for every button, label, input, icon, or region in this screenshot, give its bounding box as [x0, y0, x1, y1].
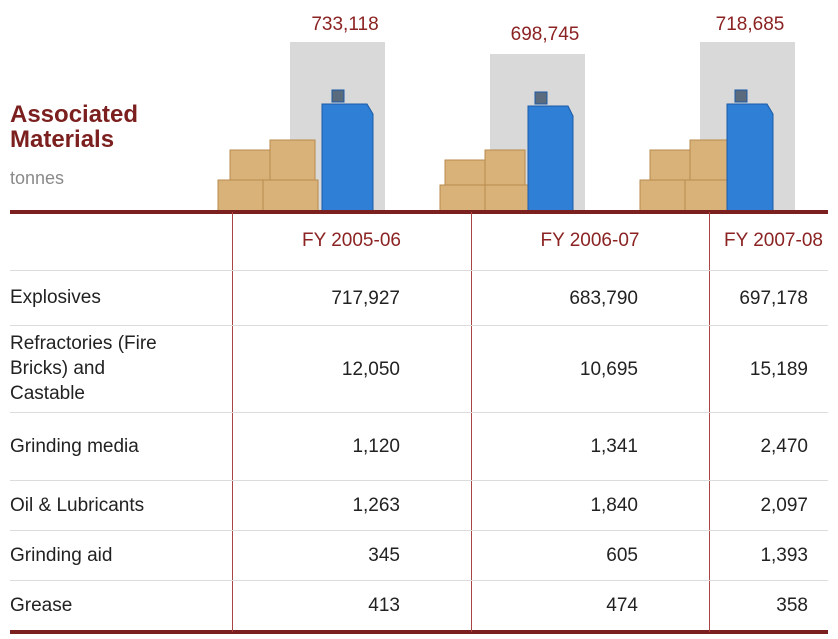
divider: [232, 212, 233, 632]
rule: [10, 210, 828, 214]
cell-value: 1,393: [760, 545, 808, 566]
column-header: FY 2005-06: [302, 230, 401, 251]
cell-value: 1,120: [352, 436, 400, 457]
row-label: Explosives: [10, 287, 101, 308]
row-separator: [10, 270, 828, 271]
cell-value: 358: [776, 595, 808, 616]
row-separator: [10, 580, 828, 581]
total-label: 698,745: [510, 24, 580, 45]
column-header: FY 2006-07: [540, 230, 640, 251]
unit: tonnes: [10, 168, 65, 188]
cell-value: 413: [368, 595, 400, 616]
cell-value: 2,097: [760, 495, 808, 516]
row-label: Grease: [10, 594, 73, 616]
cell-value: 15,189: [749, 358, 808, 380]
cell-value: 697,178: [739, 287, 808, 309]
cell-value: 474: [606, 595, 638, 616]
cell-value: 1,840: [590, 495, 638, 516]
cell-value: 683,790: [569, 287, 638, 309]
total-label: 718,685: [715, 14, 785, 35]
cell-value: 345: [368, 545, 400, 566]
cell-value: 2,470: [760, 436, 808, 457]
row-separator: [10, 480, 828, 481]
row-label: Grinding media: [10, 435, 139, 457]
rule: [10, 630, 828, 634]
cell-value: 12,050: [341, 358, 400, 380]
cell-value: 1,341: [590, 436, 638, 457]
divider: [471, 212, 472, 632]
row-label: Grinding aid: [10, 544, 113, 566]
row-separator: [10, 530, 828, 531]
bottles: [321, 89, 774, 212]
blocks: [217, 139, 741, 212]
column-header: FY 2007-08: [724, 230, 823, 251]
illustrations: [217, 89, 774, 212]
cell-value: 10,695: [579, 358, 638, 380]
row-label: Oil & Lubricants: [10, 494, 145, 516]
cell-value: 1,263: [352, 495, 400, 516]
row-label: Refractories (Fire Bricks) and Castable: [10, 333, 157, 404]
cell-value: 717,927: [331, 287, 400, 309]
divider: [709, 212, 710, 632]
total-label: 733,118: [311, 14, 379, 35]
row-separator: [10, 412, 828, 413]
title: Associated Materials: [10, 101, 139, 153]
row-separator: [10, 325, 828, 326]
cell-value: 605: [606, 545, 638, 566]
